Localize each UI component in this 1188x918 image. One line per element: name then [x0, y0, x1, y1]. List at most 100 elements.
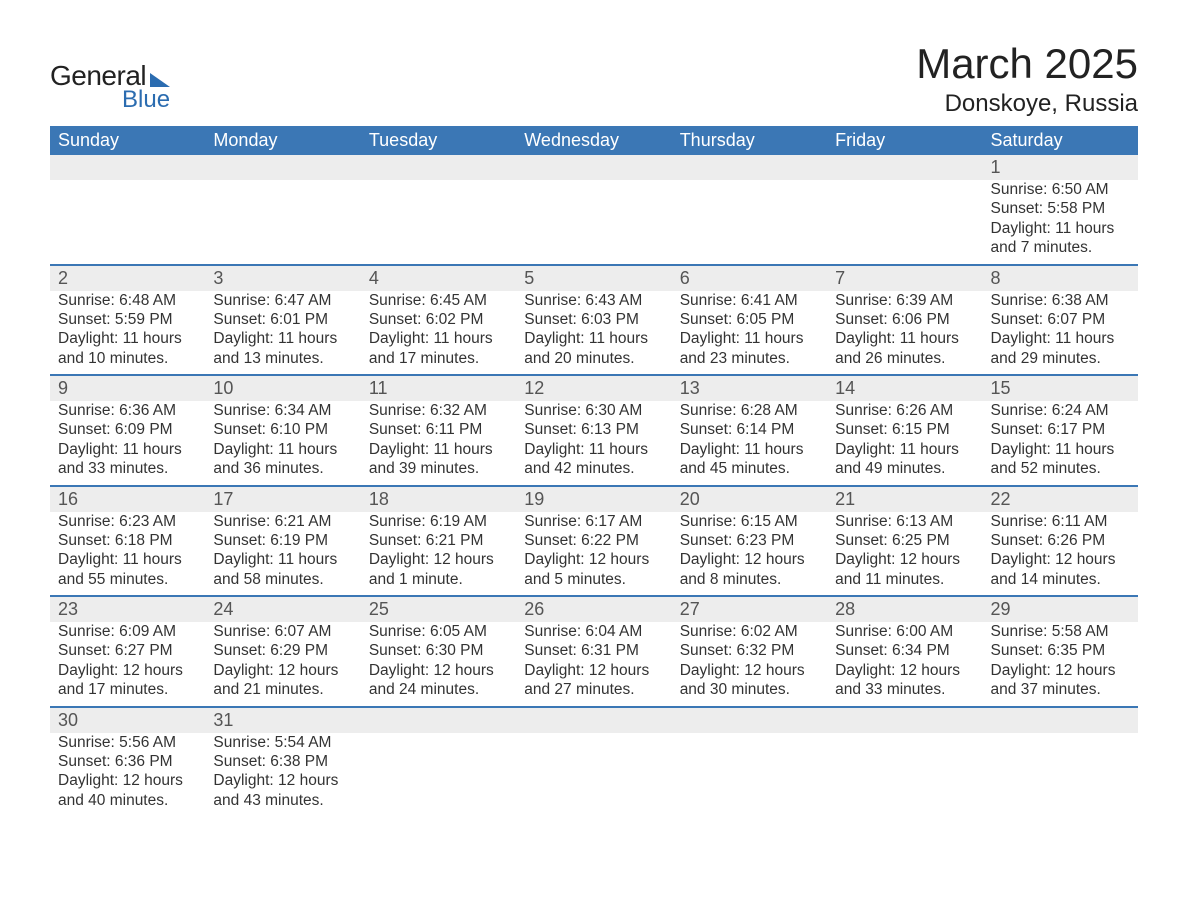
cell-line: Sunrise: 6:47 AM	[213, 291, 352, 310]
calendar-cell	[672, 180, 827, 265]
cell-line: Sunrise: 6:21 AM	[213, 512, 352, 531]
cell-content: Sunrise: 5:56 AMSunset: 6:36 PMDaylight:…	[58, 733, 197, 811]
calendar-daynum-cell	[827, 707, 982, 733]
cell-line: Sunset: 6:14 PM	[680, 420, 819, 439]
day-number	[991, 708, 1130, 732]
calendar-daynum-cell: 24	[205, 596, 360, 622]
cell-line: Sunrise: 6:05 AM	[369, 622, 508, 641]
calendar-daynum-cell: 17	[205, 486, 360, 512]
calendar-cell: Sunrise: 6:00 AMSunset: 6:34 PMDaylight:…	[827, 622, 982, 707]
cell-line: Daylight: 11 hours and 58 minutes.	[213, 550, 352, 589]
day-number	[680, 708, 819, 732]
cell-line: Daylight: 11 hours and 52 minutes.	[991, 440, 1130, 479]
calendar-daynum-cell: 28	[827, 596, 982, 622]
day-number: 25	[369, 597, 508, 622]
cell-line: Sunset: 5:59 PM	[58, 310, 197, 329]
calendar-daynum-cell: 30	[50, 707, 205, 733]
calendar-daynum-cell	[516, 707, 671, 733]
day-number: 8	[991, 266, 1130, 291]
calendar-cell: Sunrise: 6:26 AMSunset: 6:15 PMDaylight:…	[827, 401, 982, 486]
calendar-daynum-cell: 16	[50, 486, 205, 512]
day-number: 18	[369, 487, 508, 512]
cell-line: Sunrise: 6:48 AM	[58, 291, 197, 310]
calendar-cell: Sunrise: 5:54 AMSunset: 6:38 PMDaylight:…	[205, 733, 360, 817]
cell-line: Sunrise: 5:56 AM	[58, 733, 197, 752]
cell-content: Sunrise: 6:41 AMSunset: 6:05 PMDaylight:…	[680, 291, 819, 369]
month-title: March 2025	[916, 40, 1138, 88]
cell-line: Sunset: 6:36 PM	[58, 752, 197, 771]
calendar-cell: Sunrise: 6:17 AMSunset: 6:22 PMDaylight:…	[516, 512, 671, 597]
day-number	[58, 155, 197, 179]
calendar-daynum-cell: 18	[361, 486, 516, 512]
cell-line: Sunset: 6:26 PM	[991, 531, 1130, 550]
calendar-daynum-cell: 12	[516, 375, 671, 401]
day-number: 1	[991, 155, 1130, 180]
calendar-cell: Sunrise: 6:32 AMSunset: 6:11 PMDaylight:…	[361, 401, 516, 486]
calendar-daynum-cell	[672, 707, 827, 733]
day-number: 23	[58, 597, 197, 622]
cell-line: Sunset: 6:15 PM	[835, 420, 974, 439]
calendar-cell: Sunrise: 6:41 AMSunset: 6:05 PMDaylight:…	[672, 291, 827, 376]
cell-line: Daylight: 11 hours and 33 minutes.	[58, 440, 197, 479]
day-number: 13	[680, 376, 819, 401]
day-number	[369, 155, 508, 179]
cell-line: Sunset: 6:35 PM	[991, 641, 1130, 660]
header: General Blue March 2025 Donskoye, Russia	[50, 40, 1138, 118]
calendar-daynum-cell: 20	[672, 486, 827, 512]
day-number: 15	[991, 376, 1130, 401]
cell-line: Daylight: 11 hours and 17 minutes.	[369, 329, 508, 368]
weekday-header: Friday	[827, 126, 982, 155]
cell-line: Sunrise: 6:04 AM	[524, 622, 663, 641]
calendar-daynum-cell: 3	[205, 265, 360, 291]
day-number: 17	[213, 487, 352, 512]
calendar-daynum-cell: 15	[983, 375, 1138, 401]
calendar-cell: Sunrise: 6:38 AMSunset: 6:07 PMDaylight:…	[983, 291, 1138, 376]
cell-line: Sunrise: 5:54 AM	[213, 733, 352, 752]
calendar-cell	[361, 180, 516, 265]
cell-line: Sunrise: 6:13 AM	[835, 512, 974, 531]
calendar-table: SundayMondayTuesdayWednesdayThursdayFrid…	[50, 126, 1138, 816]
cell-line: Sunrise: 6:32 AM	[369, 401, 508, 420]
cell-line: Sunrise: 6:38 AM	[991, 291, 1130, 310]
calendar-cell: Sunrise: 6:23 AMSunset: 6:18 PMDaylight:…	[50, 512, 205, 597]
weekday-header: Saturday	[983, 126, 1138, 155]
calendar-cell: Sunrise: 6:43 AMSunset: 6:03 PMDaylight:…	[516, 291, 671, 376]
calendar-daynum-cell: 6	[672, 265, 827, 291]
calendar-cell: Sunrise: 6:02 AMSunset: 6:32 PMDaylight:…	[672, 622, 827, 707]
cell-line: Sunset: 6:09 PM	[58, 420, 197, 439]
cell-line: Sunset: 6:29 PM	[213, 641, 352, 660]
cell-line: Daylight: 12 hours and 1 minute.	[369, 550, 508, 589]
calendar-cell: Sunrise: 6:11 AMSunset: 6:26 PMDaylight:…	[983, 512, 1138, 597]
cell-content: Sunrise: 5:54 AMSunset: 6:38 PMDaylight:…	[213, 733, 352, 811]
day-number: 11	[369, 376, 508, 401]
cell-line: Sunrise: 6:28 AM	[680, 401, 819, 420]
day-number: 19	[524, 487, 663, 512]
cell-line: Daylight: 11 hours and 55 minutes.	[58, 550, 197, 589]
cell-content: Sunrise: 6:38 AMSunset: 6:07 PMDaylight:…	[991, 291, 1130, 369]
cell-content: Sunrise: 6:13 AMSunset: 6:25 PMDaylight:…	[835, 512, 974, 590]
cell-line: Sunset: 6:19 PM	[213, 531, 352, 550]
day-number: 6	[680, 266, 819, 291]
day-number: 3	[213, 266, 352, 291]
cell-line: Sunrise: 6:17 AM	[524, 512, 663, 531]
cell-line: Sunrise: 6:00 AM	[835, 622, 974, 641]
cell-line: Sunrise: 6:19 AM	[369, 512, 508, 531]
cell-content: Sunrise: 6:50 AMSunset: 5:58 PMDaylight:…	[991, 180, 1130, 258]
weekday-header: Thursday	[672, 126, 827, 155]
cell-line: Daylight: 11 hours and 23 minutes.	[680, 329, 819, 368]
cell-line: Sunset: 6:17 PM	[991, 420, 1130, 439]
calendar-daynum-cell: 11	[361, 375, 516, 401]
cell-content: Sunrise: 6:36 AMSunset: 6:09 PMDaylight:…	[58, 401, 197, 479]
cell-content: Sunrise: 6:11 AMSunset: 6:26 PMDaylight:…	[991, 512, 1130, 590]
calendar-daynum-cell: 27	[672, 596, 827, 622]
calendar-cell	[50, 180, 205, 265]
cell-line: Sunset: 6:07 PM	[991, 310, 1130, 329]
cell-line: Sunset: 6:13 PM	[524, 420, 663, 439]
weekday-header: Wednesday	[516, 126, 671, 155]
day-number: 28	[835, 597, 974, 622]
cell-content: Sunrise: 6:07 AMSunset: 6:29 PMDaylight:…	[213, 622, 352, 700]
cell-line: Sunrise: 6:11 AM	[991, 512, 1130, 531]
cell-content: Sunrise: 6:24 AMSunset: 6:17 PMDaylight:…	[991, 401, 1130, 479]
cell-line: Sunrise: 6:30 AM	[524, 401, 663, 420]
cell-line: Daylight: 11 hours and 26 minutes.	[835, 329, 974, 368]
